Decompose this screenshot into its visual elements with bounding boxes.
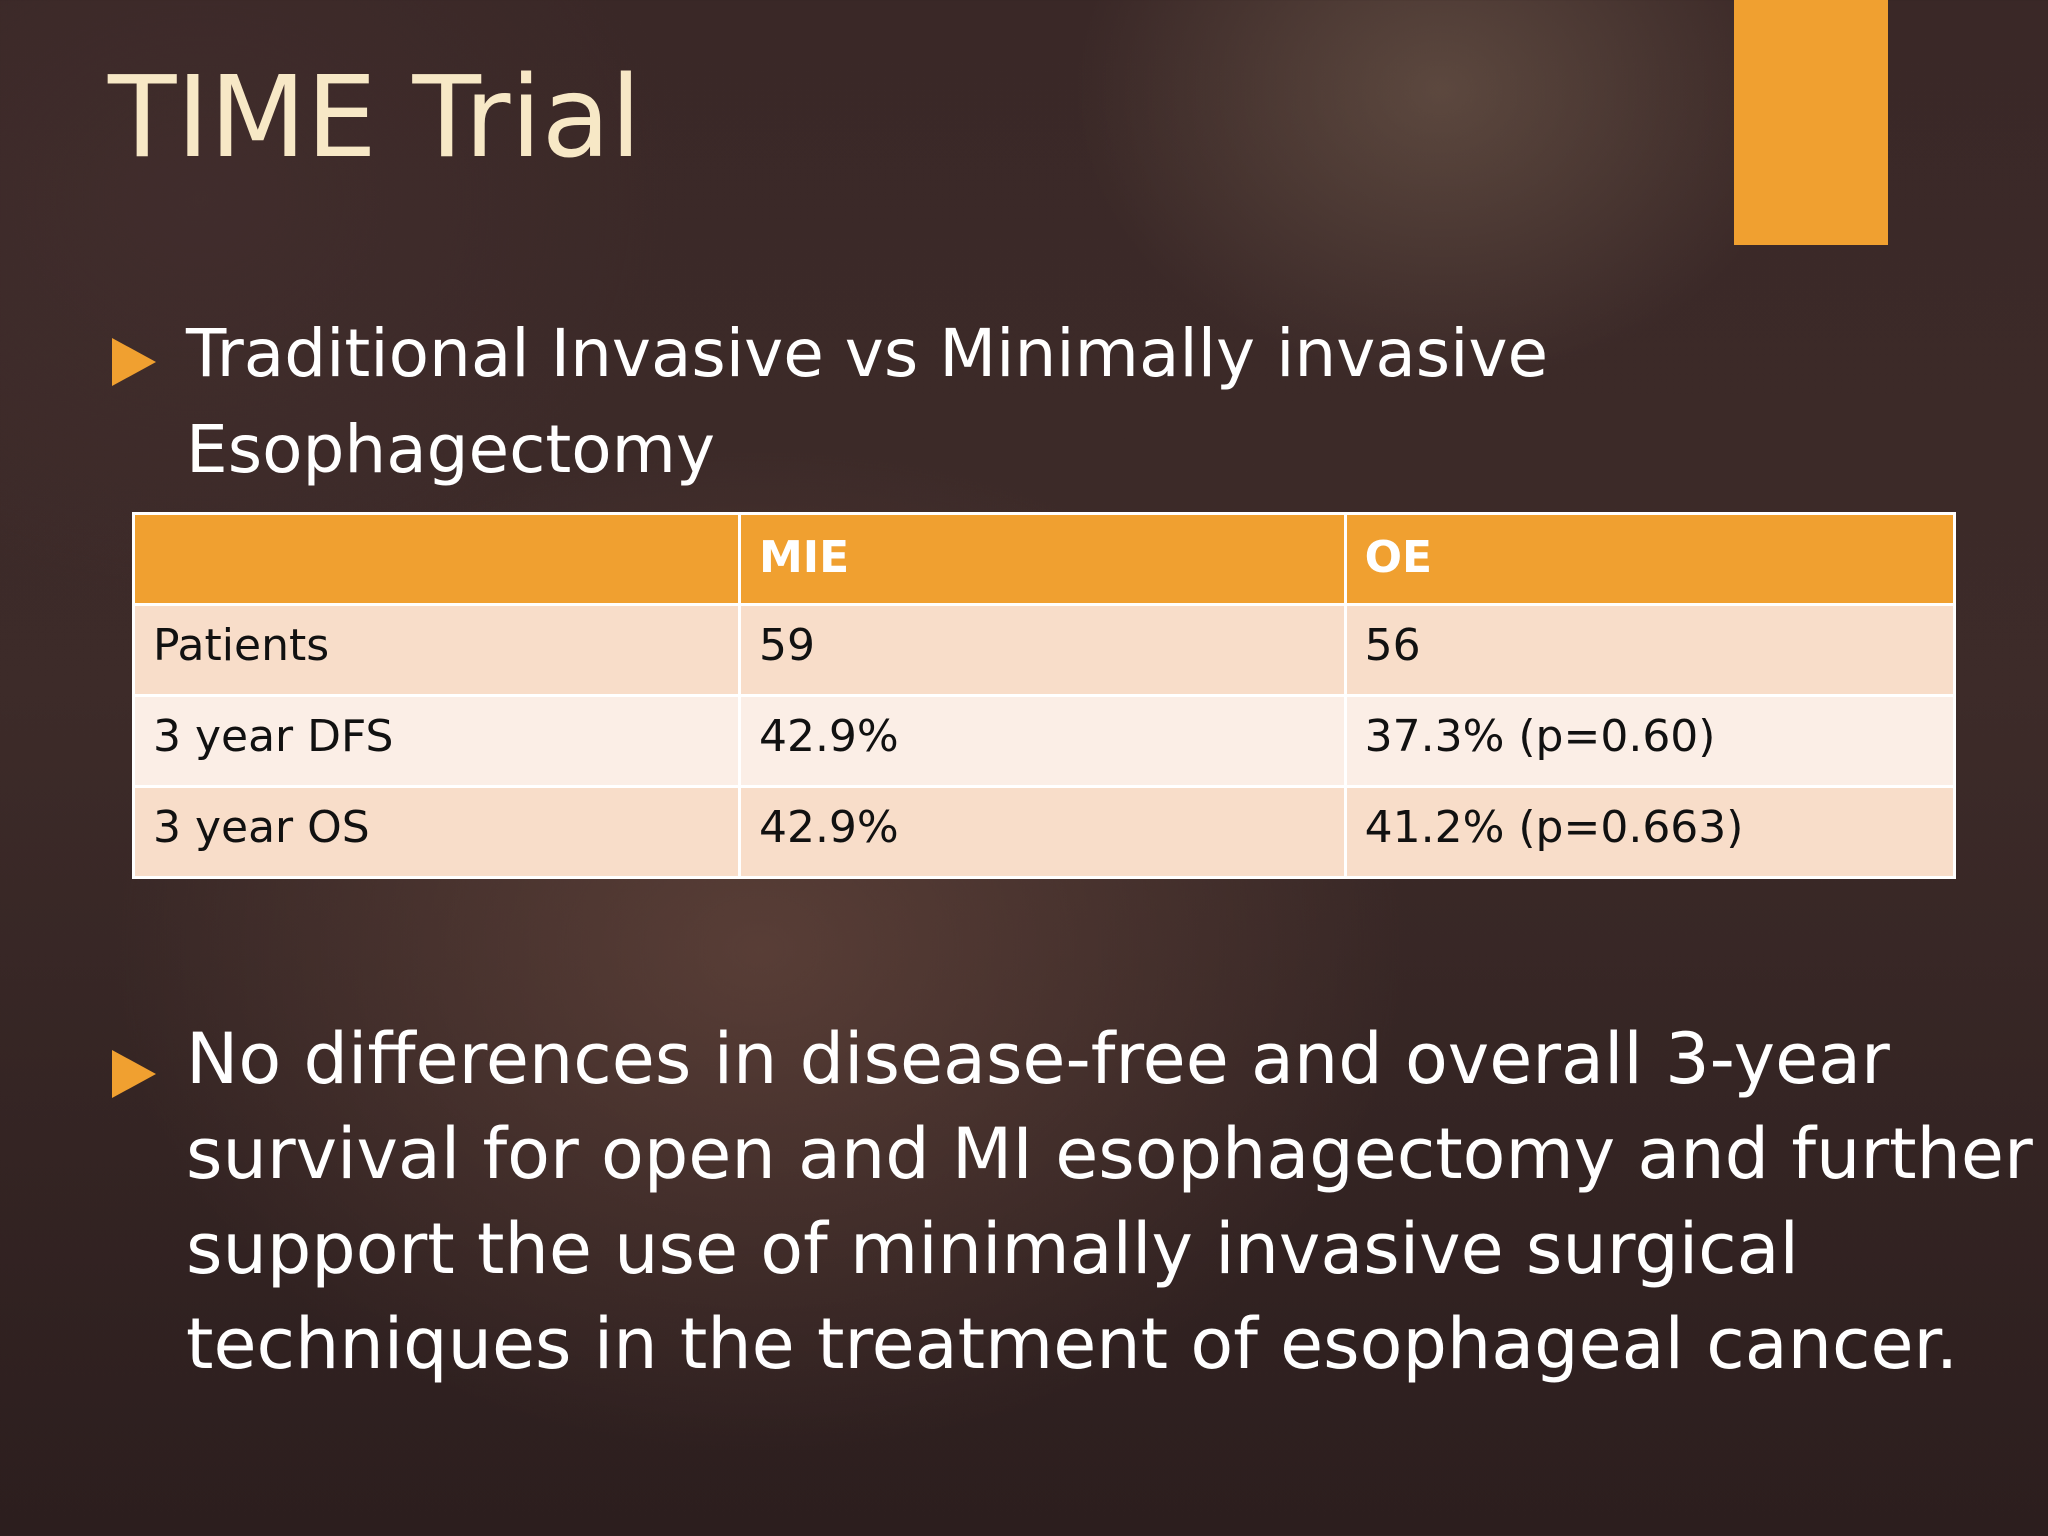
table-cell: 37.3% (p=0.60) (1343, 694, 1957, 788)
table-cell: 56 (1343, 603, 1957, 697)
table-row: 3 year DFS 42.9% 37.3% (p=0.60) (132, 694, 1957, 788)
triangle-right-icon (112, 1050, 156, 1098)
triangle-right-icon (112, 338, 156, 386)
table-cell: 3 year OS (132, 785, 741, 879)
results-table: MIE OE Patients 59 56 3 year DFS 42.9% 3… (132, 512, 1957, 879)
accent-bar (1734, 0, 1888, 245)
table-cell: Patients (132, 603, 741, 697)
table-header-cell: MIE (737, 512, 1347, 606)
table-row: Patients 59 56 (132, 603, 1957, 697)
table-header-cell: OE (1343, 512, 1957, 606)
table-row: 3 year OS 42.9% 41.2% (p=0.663) (132, 785, 1957, 879)
table-cell: 3 year DFS (132, 694, 741, 788)
table-cell: 42.9% (737, 785, 1347, 879)
bullet-text: No differences in disease-free and overa… (186, 1018, 2033, 1385)
table-cell: 59 (737, 603, 1347, 697)
table-header-row: MIE OE (132, 512, 1957, 606)
table-header-cell (132, 512, 741, 606)
table-cell: 41.2% (p=0.663) (1343, 785, 1957, 879)
table-cell: 42.9% (737, 694, 1347, 788)
bullet-text: Traditional Invasive vs Minimally invasi… (186, 315, 1549, 488)
slide-title: TIME Trial (108, 53, 642, 183)
